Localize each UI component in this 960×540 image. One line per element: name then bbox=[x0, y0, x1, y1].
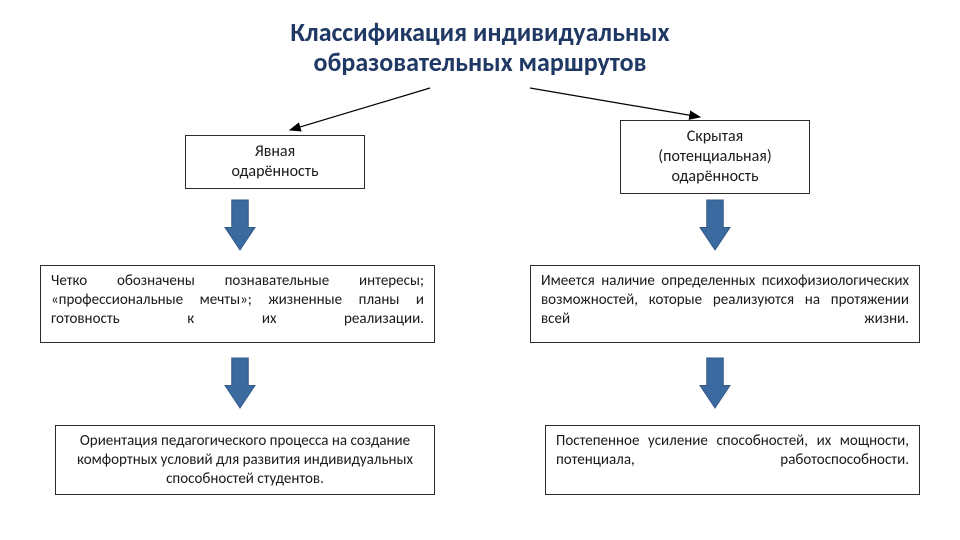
box-left1-line1: Явная bbox=[255, 142, 295, 161]
title-line2: образовательных маршрутов bbox=[314, 46, 647, 78]
title-line1: Классификация индивидуальных bbox=[290, 16, 669, 48]
box-right1-line3: одарённость bbox=[672, 167, 759, 186]
box-right-level3: Постепенное усиление способностей, их мо… bbox=[545, 425, 920, 495]
box-left2-text: Четко обозначены познавательные интересы… bbox=[51, 272, 424, 328]
box-right3-text: Постепенное усиление способностей, их мо… bbox=[556, 432, 909, 469]
box-right1-line2: (потенциальная) bbox=[658, 147, 771, 166]
box-right2-text: Имеется наличие определенных психофизиол… bbox=[541, 272, 909, 328]
box-left-level2: Четко обозначены познавательные интересы… bbox=[40, 265, 435, 343]
box-right1-line1: Скрытая bbox=[687, 127, 743, 146]
diagram-title: Классификация индивидуальных образовател… bbox=[0, 18, 960, 78]
box-left-level3: Ориентация педагогического процесса на с… bbox=[55, 425, 435, 495]
box-left-level1: Явная одарённость bbox=[185, 135, 365, 189]
box-right-level1: Скрытая (потенциальная) одарённость bbox=[620, 120, 810, 194]
box-left3-text: Ориентация педагогического процесса на с… bbox=[77, 432, 413, 488]
box-left1-line2: одарённость bbox=[232, 162, 319, 181]
box-right-level2: Имеется наличие определенных психофизиол… bbox=[530, 265, 920, 343]
